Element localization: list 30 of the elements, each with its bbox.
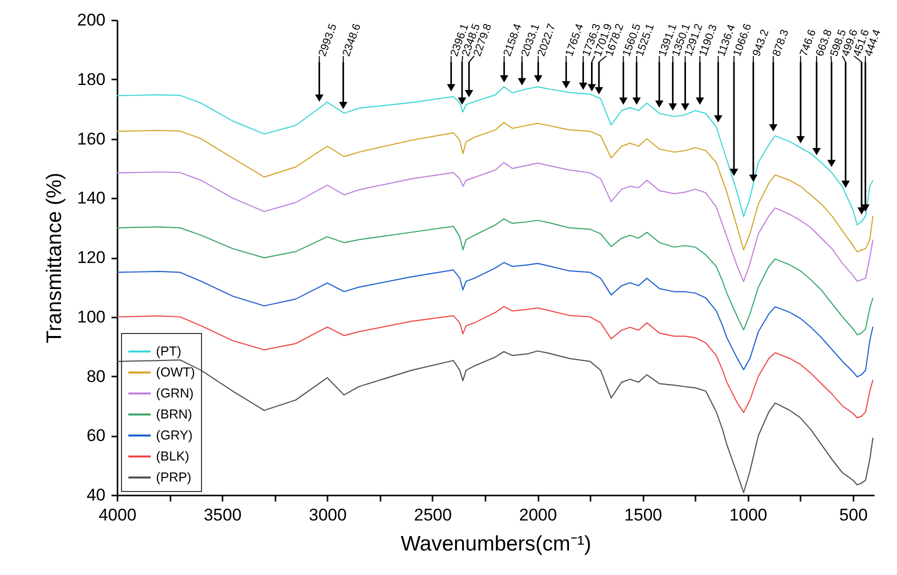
annotation: 878.3 <box>770 28 792 58</box>
x-tick-label: 2500 <box>414 506 452 524</box>
legend-label: (PRP) <box>156 470 192 484</box>
y-tick-label: 40 <box>86 486 106 504</box>
x-tick-label: 500 <box>839 506 868 524</box>
y-tick-label: 120 <box>77 248 106 267</box>
x-tick-label: 3000 <box>308 506 347 524</box>
y-tick-label: 140 <box>77 188 106 208</box>
y-tick-label: 200 <box>77 10 106 30</box>
x-axis-title: Wavenumbers(cm⁻¹) <box>400 532 592 556</box>
x-tick-label: 1000 <box>729 506 768 524</box>
x-tick-label: 4000 <box>98 506 136 524</box>
legend-label: (OWT) <box>156 364 195 380</box>
y-tick-label: 80 <box>86 366 106 386</box>
legend-label: (GRN) <box>156 386 194 400</box>
annotation: 943.2 <box>750 28 772 58</box>
x-tick-label: 1500 <box>624 506 662 524</box>
y-tick-label: 100 <box>77 307 106 326</box>
x-tick-label: 3500 <box>204 506 242 524</box>
annotation: 2348.6 <box>340 22 364 58</box>
y-tick-label: 160 <box>77 129 106 148</box>
x-tick-label: 2000 <box>519 506 557 524</box>
y-tick-label: 180 <box>77 70 106 89</box>
annotation: 2993.5 <box>316 22 340 58</box>
legend-label: (BLK) <box>156 448 190 464</box>
y-axis-title: Transmittance (%) <box>43 172 66 344</box>
y-tick-label: 60 <box>86 426 106 446</box>
legend-label: (BRN) <box>156 406 192 422</box>
legend-label: (GRY) <box>156 428 193 442</box>
legend-label: (PT) <box>156 344 182 358</box>
